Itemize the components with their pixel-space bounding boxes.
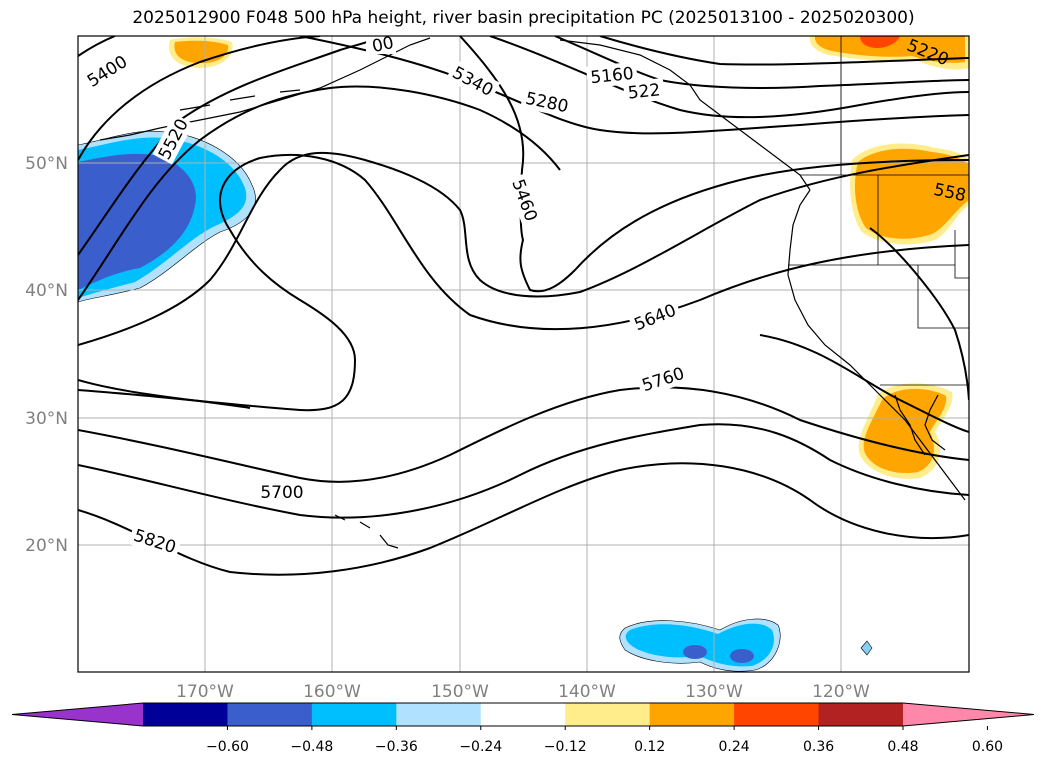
colorbar-tick-label: −0.60 [206, 739, 249, 755]
colorbar-tick-label: −0.12 [544, 739, 587, 755]
colorbar: −0.60 −0.48 −0.36 −0.24 −0.12 0.12 0.24 0.36 0.4… [11, 702, 1035, 755]
colorbar-segment [480, 703, 566, 726]
contour-label-5280: 5280 [524, 89, 570, 118]
colorbar-tick-label: 0.60 [972, 739, 1003, 755]
colorbar-segment [818, 703, 904, 726]
lon-tick-130w: 130°W [685, 682, 743, 702]
map-title: 2025012900 F048 500 hPa height, river ba… [132, 8, 915, 28]
lon-tick-120w: 120°W [812, 682, 870, 702]
colorbar-segment [143, 703, 228, 726]
latitude-axis: 50°N 40°N 30°N 20°N [25, 154, 68, 556]
lon-tick-140w: 140°W [558, 682, 616, 702]
contour-label-top: 00 [370, 33, 395, 57]
height-contours [78, 36, 969, 576]
contour-label-5820: 5820 [131, 526, 178, 558]
colorbar-outline [11, 702, 1035, 727]
colorbar-segment [649, 703, 735, 726]
contour-label-5700: 5700 [260, 483, 303, 503]
colorbar-tick-label: −0.24 [459, 739, 502, 755]
colorbar-extend-high [903, 703, 1034, 726]
colorbar-tick-label: 0.24 [719, 739, 750, 755]
colorbar-tick-label: −0.36 [375, 739, 418, 755]
colorbar-tick-label: 0.48 [887, 739, 918, 755]
longitude-axis: 170°W 160°W 150°W 140°W 130°W 120°W [176, 682, 870, 702]
lon-tick-160w: 160°W [303, 682, 361, 702]
colorbar-segment [227, 703, 313, 726]
lat-tick-50n: 50°N [25, 154, 68, 174]
map-frame [77, 35, 970, 673]
political-borders [788, 36, 969, 386]
colorbar-tick-label: −0.48 [290, 739, 333, 755]
contour-label-5760: 5760 [640, 364, 687, 396]
colorbar-segment [311, 703, 397, 726]
colorbar-segment [396, 703, 482, 726]
colorbar-segment [734, 703, 820, 726]
map-plot-area: 5400 5520 5340 5280 5160 522 5460 5640 5… [78, 33, 969, 672]
lon-tick-150w: 150°W [431, 682, 489, 702]
colorbar-extend-low [12, 703, 143, 726]
contour-label-522: 522 [627, 80, 661, 103]
lon-tick-170w: 170°W [176, 682, 234, 702]
lat-tick-30n: 30°N [25, 409, 68, 429]
lat-tick-20n: 20°N [25, 536, 68, 556]
lat-tick-40n: 40°N [25, 281, 68, 301]
negative-anomaly-south [619, 618, 873, 672]
colorbar-tick-label: 0.36 [803, 739, 834, 755]
colorbar-segment [565, 703, 651, 726]
colorbar-tick-label: 0.12 [634, 739, 665, 755]
coastlines [99, 37, 966, 549]
